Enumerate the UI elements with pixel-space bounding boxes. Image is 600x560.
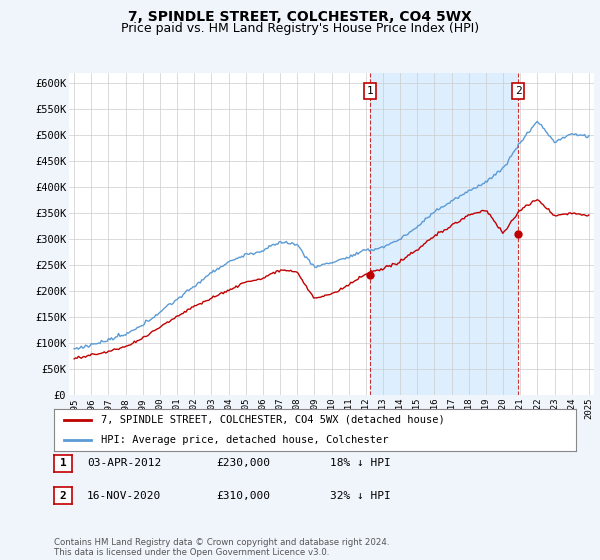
Text: £310,000: £310,000	[216, 491, 270, 501]
Text: 7, SPINDLE STREET, COLCHESTER, CO4 5WX: 7, SPINDLE STREET, COLCHESTER, CO4 5WX	[128, 10, 472, 24]
Text: £230,000: £230,000	[216, 458, 270, 468]
Text: 03-APR-2012: 03-APR-2012	[87, 458, 161, 468]
Text: 7, SPINDLE STREET, COLCHESTER, CO4 5WX (detached house): 7, SPINDLE STREET, COLCHESTER, CO4 5WX (…	[101, 415, 445, 424]
Text: 1: 1	[367, 86, 373, 96]
Text: 2: 2	[515, 86, 521, 96]
Text: 18% ↓ HPI: 18% ↓ HPI	[330, 458, 391, 468]
Text: 16-NOV-2020: 16-NOV-2020	[87, 491, 161, 501]
Text: 2: 2	[59, 491, 67, 501]
Text: 1: 1	[59, 458, 67, 468]
Text: 32% ↓ HPI: 32% ↓ HPI	[330, 491, 391, 501]
Bar	[370, 73, 518, 395]
Text: Contains HM Land Registry data © Crown copyright and database right 2024.
This d: Contains HM Land Registry data © Crown c…	[54, 538, 389, 557]
Text: HPI: Average price, detached house, Colchester: HPI: Average price, detached house, Colc…	[101, 435, 388, 445]
Text: Price paid vs. HM Land Registry's House Price Index (HPI): Price paid vs. HM Land Registry's House …	[121, 22, 479, 35]
